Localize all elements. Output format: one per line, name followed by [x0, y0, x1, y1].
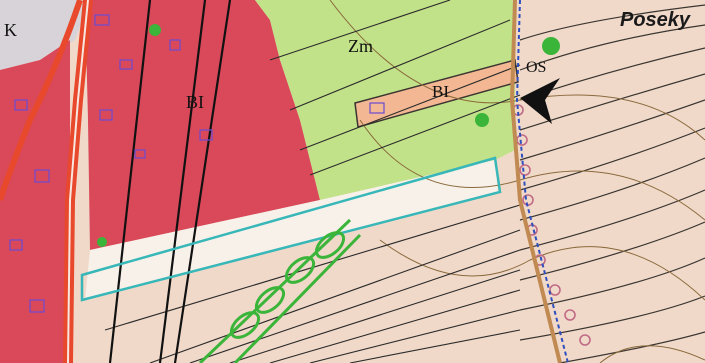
highlighted-corridor	[80, 156, 502, 302]
zone-label-zm: Zm	[348, 36, 373, 56]
zone-label-os: OS	[526, 59, 546, 76]
urban-grey-area	[0, 0, 90, 70]
white-corridor	[85, 160, 498, 300]
place-label: Poseky	[620, 9, 691, 31]
power-lines	[108, 0, 232, 363]
zone-label-bi-right: BI	[432, 82, 449, 101]
green-corridor	[198, 218, 362, 363]
building-bi-right	[354, 59, 519, 128]
zone-label-k: K	[4, 20, 17, 40]
local-road	[509, 0, 562, 363]
green-markers	[97, 24, 560, 247]
north-arrow-marker	[520, 78, 560, 124]
zone-label-bi-left: BI	[186, 92, 204, 112]
boundary-line	[515, 0, 569, 363]
built-up-area-west	[0, 40, 70, 363]
highway	[0, 0, 93, 363]
hatch-lines	[104, 0, 521, 363]
parcel-boundaries	[9, 14, 385, 313]
